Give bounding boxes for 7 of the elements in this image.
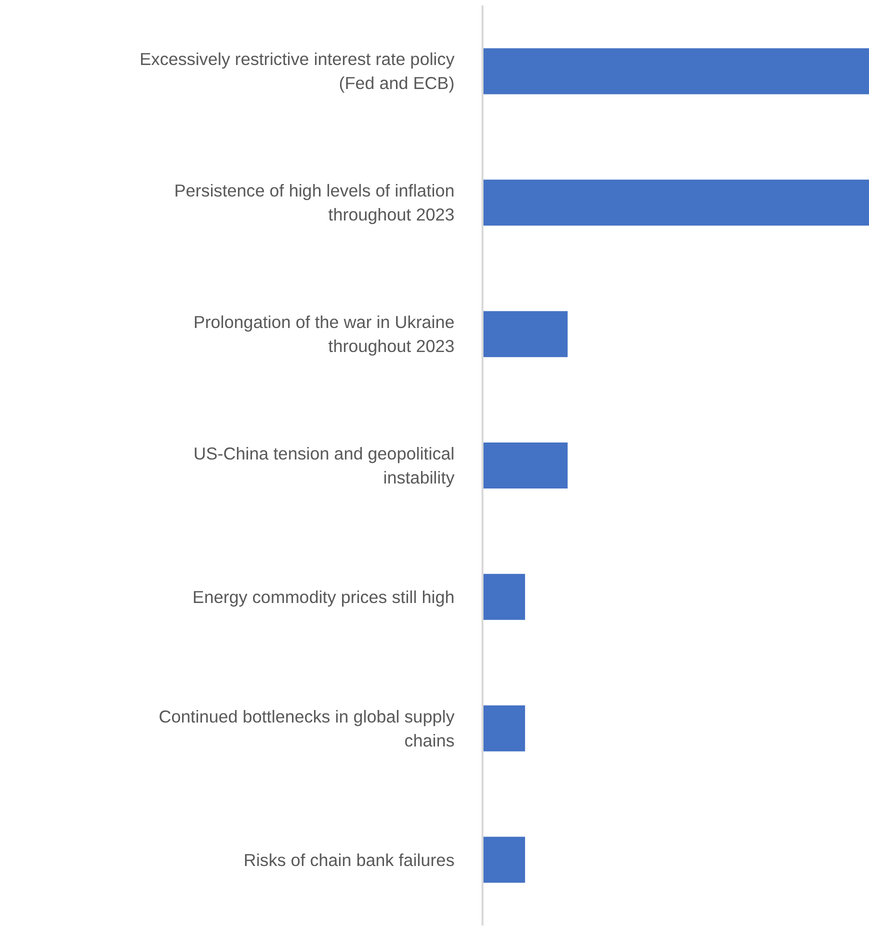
- y-tick-label: Persistence of high levels of inflation throughout 2023: [174, 180, 455, 225]
- y-tick-label: Energy commodity prices still high: [192, 586, 455, 607]
- y-tick-label: Excessively restrictive interest rate policy (Fed and ECB): [140, 49, 455, 94]
- y-tick-label: US-China tension and geopolitical instability: [193, 444, 455, 488]
- y-tick-label: Risks of chain bank failures: [244, 850, 455, 870]
- y-tick-label: Prolongation of the war in Ukraine throughout 2023: [193, 312, 455, 356]
- y-tick-label: Continued bottlenecks in global supply chains: [158, 706, 455, 750]
